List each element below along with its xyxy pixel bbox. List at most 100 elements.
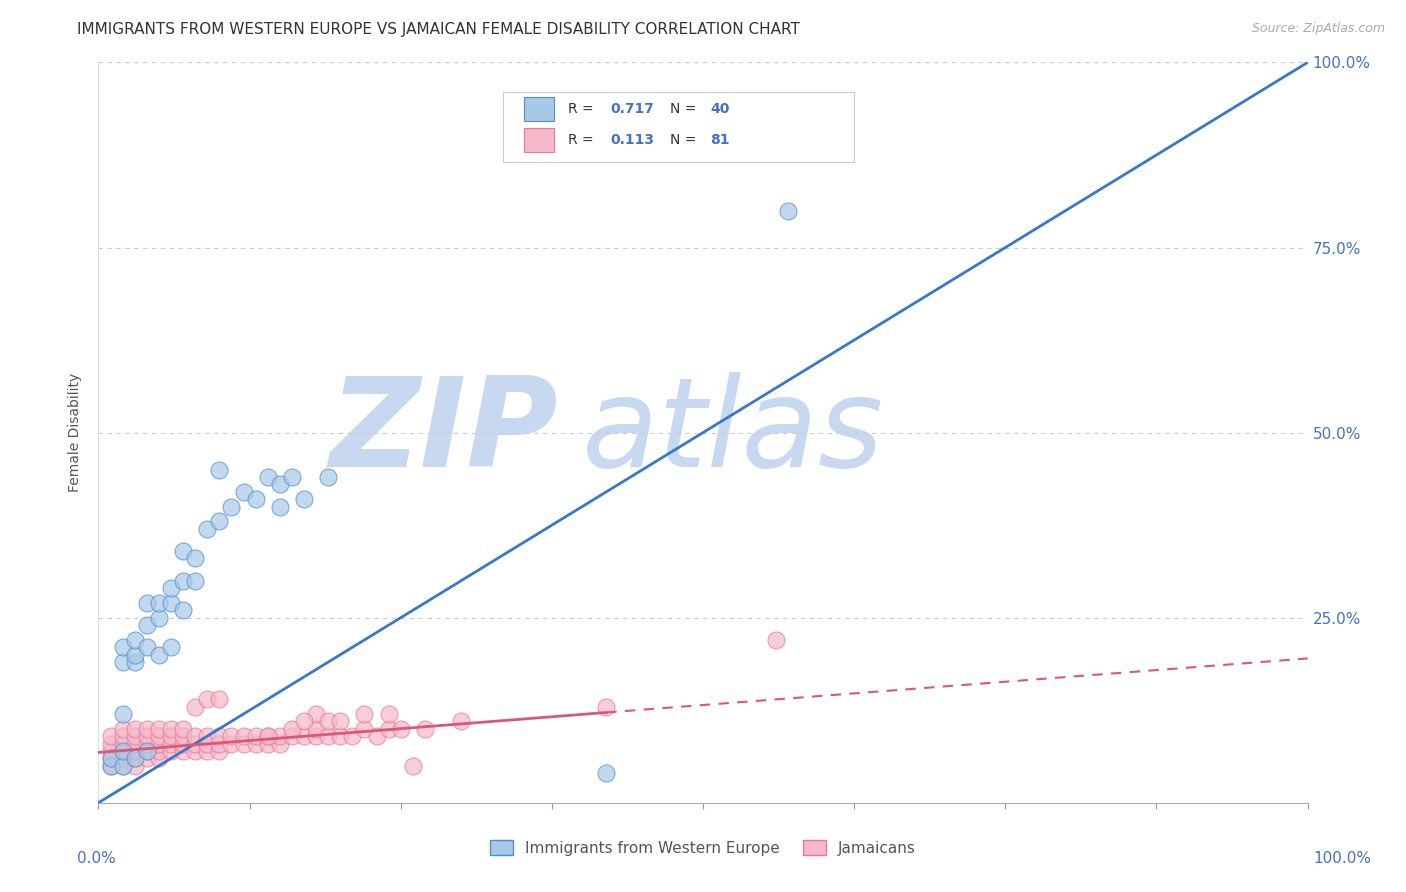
Point xyxy=(111,744,134,758)
Text: 0.113: 0.113 xyxy=(610,133,654,147)
Point xyxy=(100,758,122,772)
Point xyxy=(232,729,254,743)
Point xyxy=(184,699,207,714)
Text: IMMIGRANTS FROM WESTERN EUROPE VS JAMAICAN FEMALE DISABILITY CORRELATION CHART: IMMIGRANTS FROM WESTERN EUROPE VS JAMAIC… xyxy=(77,22,800,37)
Text: Source: ZipAtlas.com: Source: ZipAtlas.com xyxy=(1251,22,1385,36)
Point xyxy=(184,551,207,566)
Point xyxy=(281,729,304,743)
Point xyxy=(195,692,218,706)
Point xyxy=(305,706,328,721)
Point xyxy=(148,722,170,736)
Point xyxy=(100,729,122,743)
FancyBboxPatch shape xyxy=(503,92,855,162)
Point xyxy=(124,744,146,758)
Point xyxy=(172,722,194,736)
Point xyxy=(111,655,134,669)
Point xyxy=(124,722,146,736)
Point xyxy=(377,722,399,736)
Point xyxy=(195,729,218,743)
Point xyxy=(172,729,194,743)
Point xyxy=(269,500,291,514)
Point xyxy=(111,722,134,736)
Point xyxy=(124,751,146,765)
Point xyxy=(100,751,122,765)
Point xyxy=(100,758,122,772)
Point xyxy=(366,729,388,743)
Point xyxy=(111,758,134,772)
Text: R =: R = xyxy=(568,133,598,147)
Point xyxy=(305,722,328,736)
Point xyxy=(221,500,243,514)
Point xyxy=(135,729,157,743)
Point xyxy=(389,722,412,736)
Point xyxy=(135,722,157,736)
Point xyxy=(100,744,122,758)
Text: 100.0%: 100.0% xyxy=(1313,851,1371,865)
Point xyxy=(172,544,194,558)
Point xyxy=(172,603,194,617)
Point xyxy=(148,729,170,743)
Point xyxy=(208,692,231,706)
Point xyxy=(316,729,339,743)
Point xyxy=(256,729,278,743)
Point xyxy=(124,737,146,751)
Point xyxy=(148,610,170,624)
Point xyxy=(184,574,207,588)
Point xyxy=(292,729,315,743)
Point xyxy=(111,706,134,721)
Point xyxy=(195,744,218,758)
Point xyxy=(208,729,231,743)
Point xyxy=(269,477,291,491)
Point xyxy=(160,729,183,743)
Point xyxy=(148,596,170,610)
Point xyxy=(256,470,278,484)
Point xyxy=(124,655,146,669)
Point xyxy=(124,729,146,743)
Point xyxy=(135,596,157,610)
Point xyxy=(377,706,399,721)
Point xyxy=(124,648,146,662)
Point xyxy=(124,632,146,647)
Point xyxy=(160,596,183,610)
Point xyxy=(256,737,278,751)
Text: R =: R = xyxy=(568,102,598,116)
Point xyxy=(413,722,436,736)
Point xyxy=(160,581,183,595)
Point xyxy=(111,751,134,765)
Point xyxy=(148,737,170,751)
Point xyxy=(256,729,278,743)
Point xyxy=(172,574,194,588)
Point xyxy=(135,640,157,655)
Point xyxy=(292,492,315,507)
Point xyxy=(245,729,267,743)
Point xyxy=(111,640,134,655)
Point xyxy=(353,722,375,736)
Point xyxy=(160,744,183,758)
Point xyxy=(402,758,425,772)
Point xyxy=(160,737,183,751)
Point xyxy=(184,744,207,758)
Point xyxy=(208,462,231,476)
Point xyxy=(124,751,146,765)
Text: ZIP: ZIP xyxy=(329,372,558,493)
Point xyxy=(135,744,157,758)
Point xyxy=(329,714,352,729)
Point xyxy=(148,751,170,765)
Point xyxy=(208,744,231,758)
Point xyxy=(776,203,799,218)
Point xyxy=(595,766,617,780)
Point xyxy=(329,729,352,743)
Point xyxy=(316,470,339,484)
Text: 81: 81 xyxy=(710,133,730,147)
Point xyxy=(135,751,157,765)
Point xyxy=(342,729,364,743)
Point xyxy=(111,737,134,751)
Point xyxy=(232,484,254,499)
Point xyxy=(111,758,134,772)
Point xyxy=(316,714,339,729)
Point xyxy=(595,699,617,714)
Point xyxy=(100,737,122,751)
Point xyxy=(184,729,207,743)
Text: atlas: atlas xyxy=(582,372,884,493)
Point xyxy=(281,722,304,736)
